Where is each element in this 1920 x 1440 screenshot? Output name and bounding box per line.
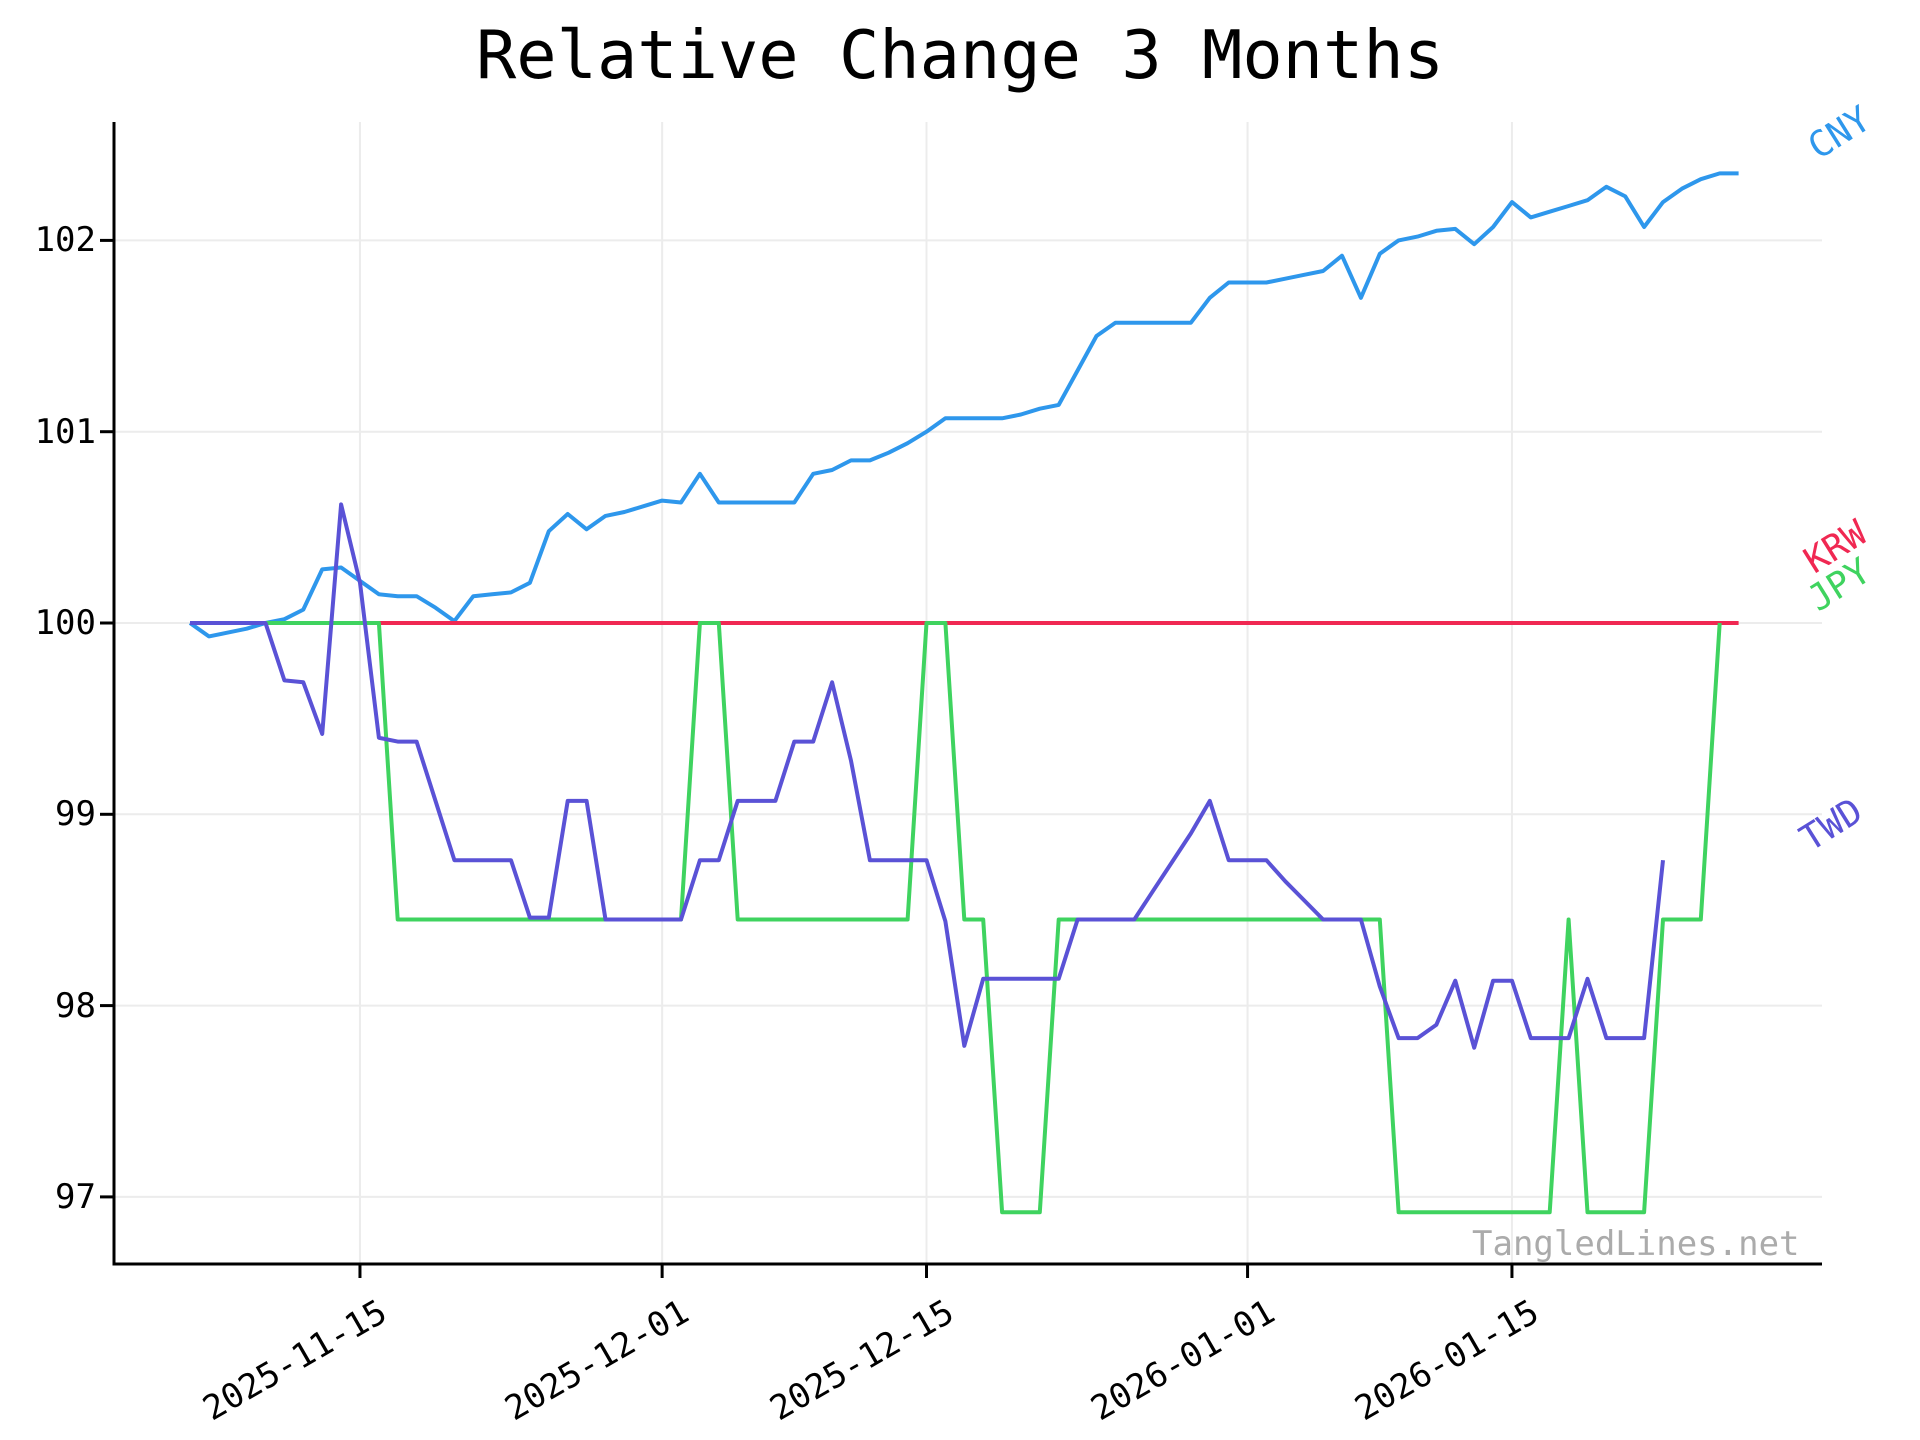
y-tick-label-97: 97 <box>55 1176 96 1217</box>
series-line-jpy <box>190 621 1722 1215</box>
series-line-cny <box>188 171 1739 639</box>
y-tick-label-99: 99 <box>55 794 96 835</box>
y-tick-label-102: 102 <box>34 220 96 261</box>
y-tick-label-98: 98 <box>55 985 96 1026</box>
y-tick-label-101: 101 <box>34 411 96 452</box>
chart-title: Relative Change 3 Months <box>475 16 1445 94</box>
watermark: TangledLines.net <box>1472 1224 1800 1264</box>
y-tick-label-100: 100 <box>34 603 96 643</box>
series-line-twd <box>190 502 1665 1050</box>
